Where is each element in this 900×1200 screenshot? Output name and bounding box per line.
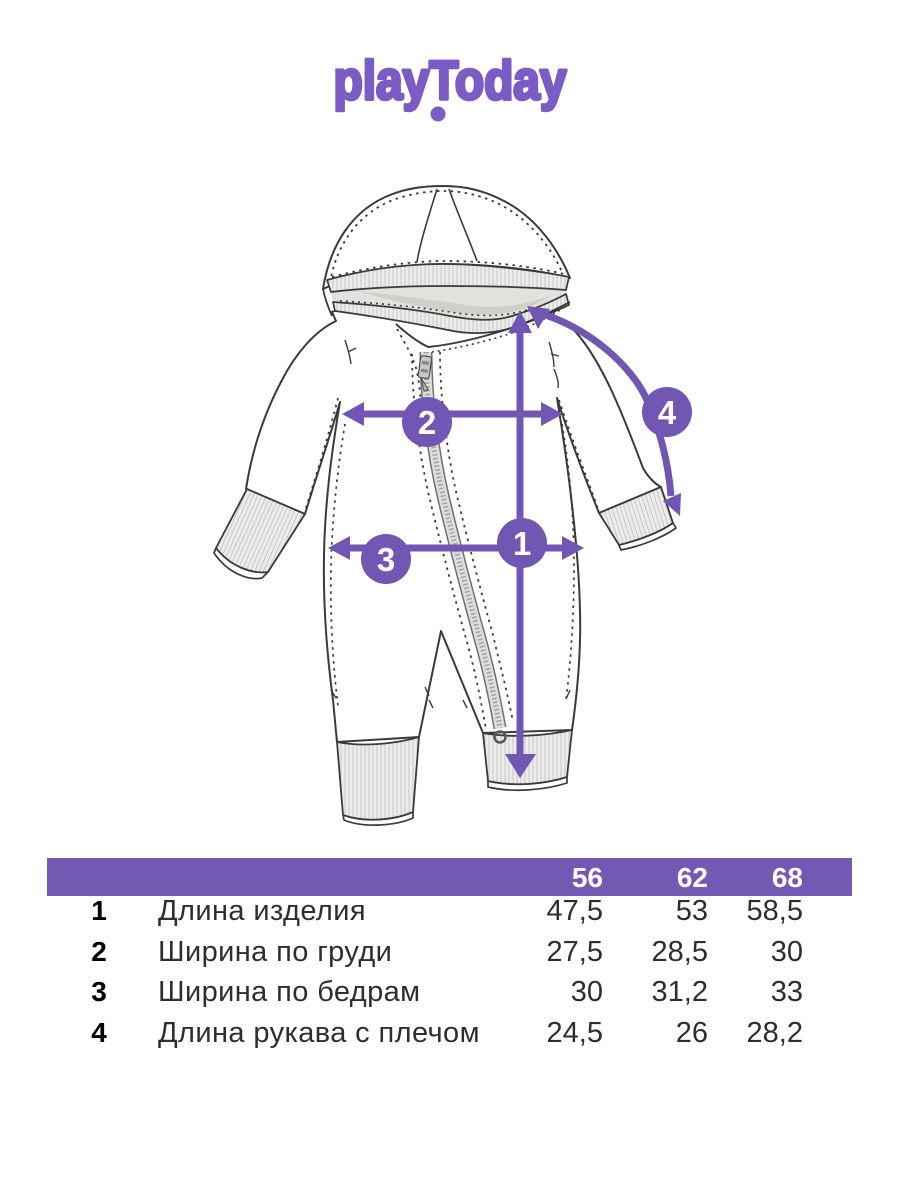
svg-text:4: 4 (658, 394, 677, 431)
svg-text:playToday: playToday (333, 49, 566, 111)
svg-text:2: 2 (418, 404, 436, 441)
svg-text:1: 1 (513, 525, 531, 562)
svg-text:3: 3 (377, 541, 395, 578)
